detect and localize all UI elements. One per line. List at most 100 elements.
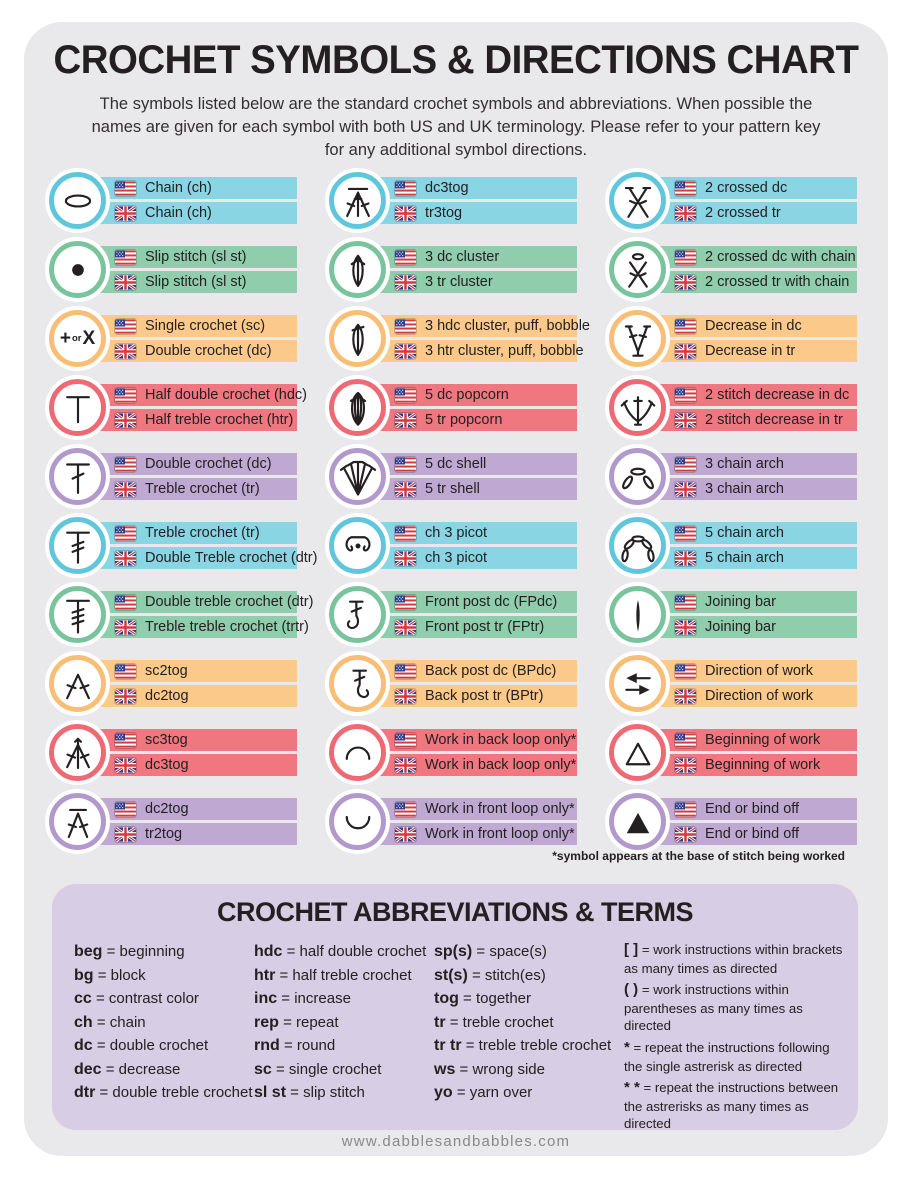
- us-term-band: Double crochet (dc): [76, 453, 297, 475]
- abbreviations-columns: beg = beginning bg = block cc = contrast c…: [74, 940, 846, 1136]
- abbreviation-key: sl st: [254, 1084, 287, 1101]
- us-term-label: 2 stitch decrease in dc: [705, 387, 850, 403]
- arch5-icon: [620, 534, 655, 562]
- uk-flag-icon: [395, 481, 416, 497]
- us-term-label: dc2tog: [145, 801, 189, 817]
- symbol-row-end: End or bind off End or bind off: [605, 789, 857, 854]
- uk-flag-icon: [675, 550, 696, 566]
- direction-icon: [624, 672, 651, 695]
- uk-flag-icon: [115, 412, 136, 428]
- symbol-row-hdc: Half double crochet (hdc) Half treble cro…: [45, 375, 307, 440]
- uk-flag-icon: [395, 757, 416, 773]
- uk-term-band: 3 htr cluster, puff, bobble: [356, 340, 584, 362]
- us-flag-icon: [395, 387, 416, 403]
- us-term-band: ch 3 picot: [356, 522, 577, 544]
- abbreviation-item: * = repeat the instructions following th…: [624, 1038, 830, 1074]
- symbol-circle: [325, 651, 390, 716]
- uk-flag-icon: [115, 550, 136, 566]
- us-flag-icon: [675, 249, 696, 265]
- uk-term-band: Beginning of work: [636, 754, 857, 776]
- uk-flag-icon: [395, 412, 416, 428]
- symbol-circle: [605, 513, 670, 578]
- term-bands: Work in front loop only* Work in front lo…: [356, 798, 577, 845]
- abbreviation-item: rnd = round: [254, 1037, 336, 1054]
- begin-icon: [625, 742, 650, 765]
- term-bands: 5 chain arch 5 chain arch: [636, 522, 857, 569]
- us-flag-icon: [675, 387, 696, 403]
- term-bands: End or bind off End or bind off: [636, 798, 857, 845]
- abbreviation-key: yo: [434, 1084, 453, 1101]
- term-bands: Double crochet (dc) Treble crochet (tr): [76, 453, 297, 500]
- us-term-label: Double crochet (dc): [145, 456, 272, 472]
- us-flag-icon: [675, 663, 696, 679]
- us-term-label: Front post dc (FPdc): [425, 594, 558, 610]
- us-flag-icon: [675, 180, 696, 196]
- term-bands: Direction of work Direction of work: [636, 660, 857, 707]
- uk-term-label: 3 chain arch: [705, 481, 784, 497]
- end-icon: [626, 812, 649, 833]
- uk-term-band: Work in back loop only*: [356, 754, 577, 776]
- page-title: CROCHET SYMBOLS & DIRECTIONS CHART: [53, 38, 859, 82]
- us-term-label: Work in back loop only*: [425, 732, 577, 748]
- symbol-row-arch3: 3 chain arch 3 chain arch: [605, 444, 857, 509]
- us-term-band: dc2tog: [76, 798, 297, 820]
- term-bands: dc2tog tr2tog: [76, 798, 297, 845]
- us-flag-icon: [395, 732, 416, 748]
- us-term-band: Work in front loop only*: [356, 798, 577, 820]
- symbol-circle: [325, 375, 390, 440]
- puff-icon: [351, 323, 364, 356]
- symbol-row-dc3tog: dc3tog tr3tog: [325, 168, 577, 233]
- uk-term-band: tr3tog: [356, 202, 577, 224]
- us-term-band: 3 dc cluster: [356, 246, 577, 268]
- us-flag-icon: [115, 525, 136, 541]
- us-term-label: dc3tog: [425, 180, 469, 196]
- us-term-label: 5 dc shell: [425, 456, 487, 472]
- dc-icon: [65, 462, 90, 494]
- us-flag-icon: [675, 732, 696, 748]
- term-bands: sc3tog dc3tog: [76, 729, 297, 776]
- uk-term-label: 3 tr cluster: [425, 274, 493, 290]
- us-term-band: 5 dc shell: [356, 453, 577, 475]
- symbol-circle: [45, 789, 110, 854]
- uk-flag-icon: [115, 481, 136, 497]
- symbol-circle: [45, 237, 110, 302]
- symbol-row-begin: Beginning of work Beginning of work: [605, 720, 857, 785]
- symbol-circle: [605, 237, 670, 302]
- abbreviations-title: CROCHET ABBREVIATIONS & TERMS: [216, 897, 694, 927]
- us-term-band: Chain (ch): [76, 177, 297, 199]
- abbreviation-column-1: beg = beginning bg = block cc = contrast c…: [74, 940, 254, 1136]
- us-term-band: 3 hdc cluster, puff, bobble: [356, 315, 590, 337]
- abbreviation-key: ( ): [624, 981, 639, 999]
- cluster-icon: [350, 254, 365, 287]
- uk-flag-icon: [395, 274, 416, 290]
- back-loop-icon: [345, 746, 370, 760]
- abbreviation-key: htr: [254, 966, 276, 984]
- us-flag-icon: [675, 801, 696, 817]
- uk-flag-icon: [675, 619, 696, 635]
- uk-flag-icon: [675, 826, 696, 842]
- uk-term-band: 2 crossed tr with chain: [636, 271, 857, 293]
- symbol-row-decrease: Decrease in dc Decrease in tr: [605, 306, 857, 371]
- uk-flag-icon: [115, 619, 136, 635]
- abbreviation-key: inc: [254, 990, 278, 1007]
- us-term-band: Joining bar: [636, 591, 857, 613]
- term-bands: 3 hdc cluster, puff, bobble 3 htr cluster…: [356, 315, 590, 362]
- abbreviation-key: beg: [74, 943, 103, 960]
- symbol-row-tr: Treble crochet (tr) Double Treble crochet…: [45, 513, 317, 578]
- uk-term-label: Treble treble crochet (trtr): [145, 619, 309, 635]
- term-bands: 2 stitch decrease in dc 2 stitch decrease…: [636, 384, 857, 431]
- term-bands: Work in back loop only* Work in back loop…: [356, 729, 577, 776]
- symbol-row-plus-or-x: Single crochet (sc) Double crochet (dc) + o…: [45, 306, 297, 371]
- symbol-circle: [325, 237, 390, 302]
- hdc-icon: [65, 395, 90, 423]
- us-flag-icon: [395, 180, 416, 196]
- uk-term-band: Treble treble crochet (trtr): [76, 616, 309, 638]
- uk-term-label: tr2tog: [145, 826, 183, 842]
- uk-term-label: Beginning of work: [705, 757, 821, 773]
- us-term-band: 5 chain arch: [636, 522, 857, 544]
- uk-term-label: dc3tog: [145, 757, 189, 773]
- abbreviation-item: ws = wrong side: [434, 1060, 545, 1078]
- us-flag-icon: [115, 594, 136, 610]
- symbol-circle: [325, 513, 390, 578]
- uk-term-band: Treble crochet (tr): [76, 478, 297, 500]
